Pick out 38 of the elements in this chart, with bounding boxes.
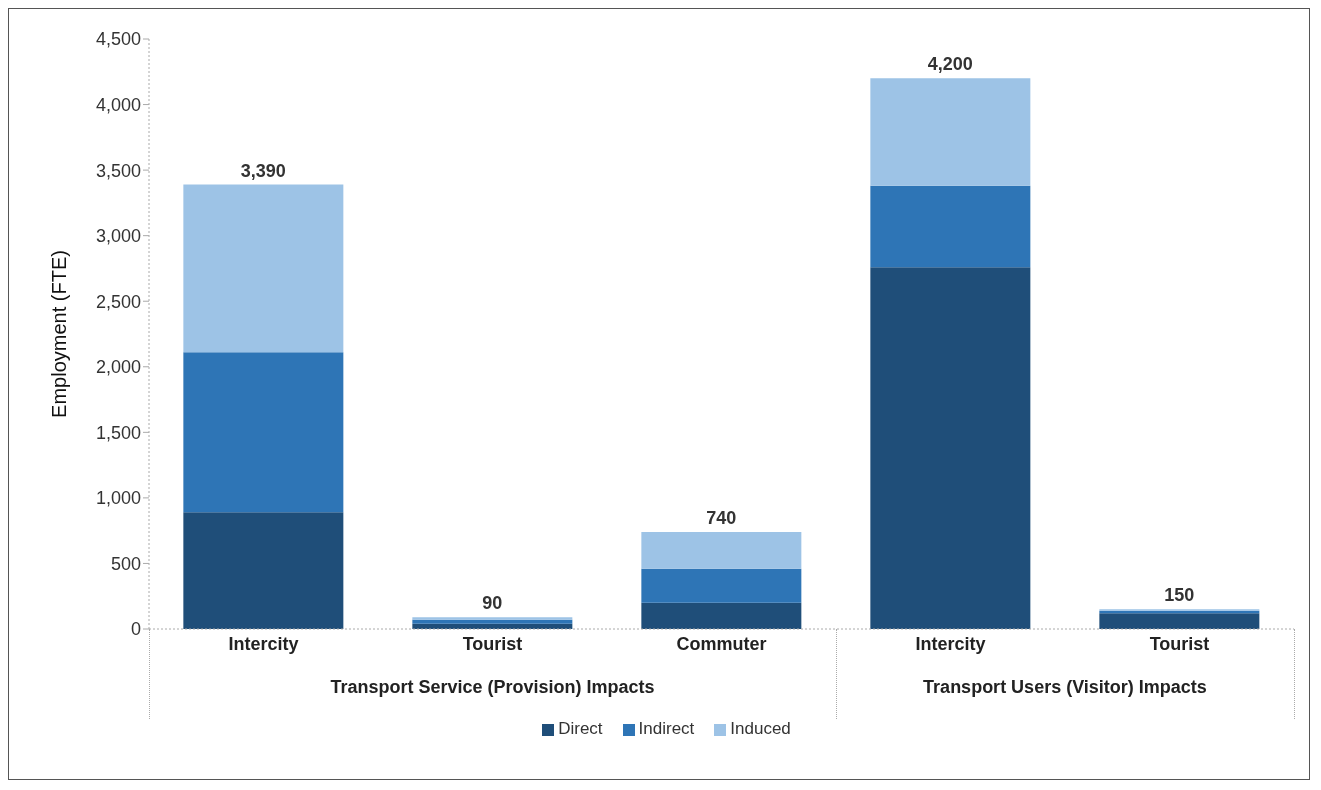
legend-label: Direct xyxy=(558,719,603,738)
total-label: 3,390 xyxy=(240,160,286,181)
x-tick-label: Intercity xyxy=(915,633,986,654)
bar xyxy=(870,185,1031,268)
total-label: 740 xyxy=(706,507,737,528)
y-tick-label: 2,000 xyxy=(95,357,141,378)
text: Transport Users (Visitor) Impacts xyxy=(922,677,1208,698)
legend-label: Indirect xyxy=(638,719,695,738)
bar xyxy=(183,512,344,629)
y-tick-label: 3,000 xyxy=(95,226,141,247)
y-tick-label: 4,000 xyxy=(95,94,141,115)
y-tick-label: 3,500 xyxy=(95,160,141,181)
total-label: 4,200 xyxy=(927,54,973,75)
x-tick-label: Commuter xyxy=(676,633,767,654)
x-tick-label: Tourist xyxy=(462,633,523,654)
bar xyxy=(870,78,1031,186)
total-label: 90 xyxy=(482,593,503,614)
text: Transport Service (Provision) Impacts xyxy=(329,677,656,698)
y-tick-label: 500 xyxy=(110,553,141,574)
bar xyxy=(641,568,802,603)
y-tick-label: 1,500 xyxy=(95,422,141,443)
y-tick-label: 4,500 xyxy=(95,29,141,50)
y-axis-title: Employment (FTE) xyxy=(48,250,71,418)
total-label: 150 xyxy=(1164,585,1195,606)
bar xyxy=(870,267,1031,629)
bar xyxy=(641,531,802,569)
x-tick-label: Intercity xyxy=(228,633,299,654)
bar xyxy=(183,184,344,353)
y-tick-label: 0 xyxy=(130,619,141,640)
legend-label: Induced xyxy=(730,719,791,738)
x-tick-label: Tourist xyxy=(1149,633,1210,654)
bar xyxy=(183,352,344,513)
y-tick-label: 2,500 xyxy=(95,291,141,312)
bar xyxy=(412,617,573,620)
bar xyxy=(1099,613,1260,629)
bar xyxy=(641,602,802,629)
y-tick-label: 1,000 xyxy=(95,488,141,509)
bar xyxy=(412,619,573,624)
